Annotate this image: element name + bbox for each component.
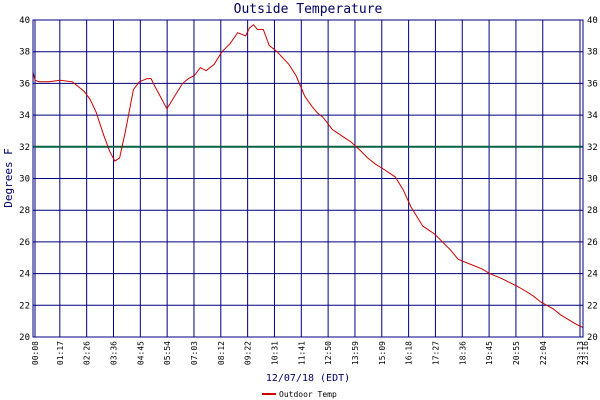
x-tick-label: 00:08 — [31, 341, 40, 365]
y-tick-label: 38 — [19, 48, 30, 58]
chart-title: Outside Temperature — [234, 2, 383, 17]
y-tick-label: 22 — [19, 301, 30, 311]
x-tick-label: 13:59 — [351, 341, 360, 365]
y-tick-label-right: 22 — [587, 301, 598, 311]
x-tick-label: 19:45 — [485, 341, 494, 365]
x-tick-labels: 00:08 01:17 02:26 03:36 04:45 05:54 07:03 08:12… — [31, 341, 590, 365]
y-axis-label: Degrees F — [2, 148, 15, 208]
y-tick-label: 32 — [19, 143, 30, 153]
x-tick-label: 08:12 — [217, 341, 226, 365]
x-tick-label: 23:16 — [581, 341, 590, 365]
y-tick-label: 40 — [19, 16, 30, 26]
x-tick-label: 22:04 — [539, 341, 548, 365]
y-tick-label-right: 36 — [587, 79, 598, 89]
y-tick-label-right: 34 — [587, 111, 598, 121]
y-tick-label-right: 30 — [587, 175, 598, 185]
y-tick-label-right: 26 — [587, 238, 598, 248]
y-tick-label: 30 — [19, 175, 30, 185]
x-tick-label: 20:55 — [512, 341, 521, 365]
x-tick-label: 03:36 — [109, 341, 118, 365]
y-tick-label: 28 — [19, 206, 30, 216]
y-tick-label: 36 — [19, 79, 30, 89]
x-tick-label: 15:09 — [378, 341, 387, 365]
y-tick-label-right: 38 — [587, 48, 598, 58]
series-line-outdoor-temp — [32, 24, 584, 328]
x-tick-label: 09:22 — [244, 341, 253, 365]
y-tick-labels-left: 20 22 24 26 28 30 32 34 36 38 40 — [19, 16, 30, 343]
x-tick-label: 17:27 — [431, 341, 440, 365]
y-tick-label: 34 — [19, 111, 30, 121]
y-tick-label-right: 32 — [587, 143, 598, 153]
legend: Outdoor Temp — [262, 390, 337, 399]
x-tick-label: 11:41 — [297, 341, 306, 365]
x-tick-label: 18:36 — [458, 341, 467, 365]
y-tick-label: 20 — [19, 333, 30, 343]
x-tick-label: 16:18 — [405, 341, 414, 365]
x-tick-label: 01:17 — [56, 341, 65, 365]
x-tick-label: 23:13 — [576, 341, 585, 365]
x-tick-label: 10:31 — [270, 341, 279, 365]
y-tick-label: 24 — [19, 270, 30, 280]
y-tick-labels-right: 20 22 24 26 28 30 32 34 36 38 40 — [587, 16, 598, 343]
y-tick-label-right: 20 — [587, 333, 598, 343]
legend-label: Outdoor Temp — [279, 390, 337, 399]
x-tick-label: 12:50 — [324, 341, 333, 365]
x-tick-label: 02:26 — [83, 341, 92, 365]
y-tick-label: 26 — [19, 238, 30, 248]
y-tick-label-right: 24 — [587, 270, 598, 280]
x-axis-label: 12/07/18 (EDT) — [266, 373, 350, 384]
y-tick-label-right: 28 — [587, 206, 598, 216]
plot-border — [32, 19, 584, 338]
x-tick-label: 04:45 — [136, 341, 145, 365]
x-tick-label: 05:54 — [163, 341, 172, 365]
x-tick-label: 07:03 — [190, 341, 199, 365]
y-tick-label-right: 40 — [587, 16, 598, 26]
